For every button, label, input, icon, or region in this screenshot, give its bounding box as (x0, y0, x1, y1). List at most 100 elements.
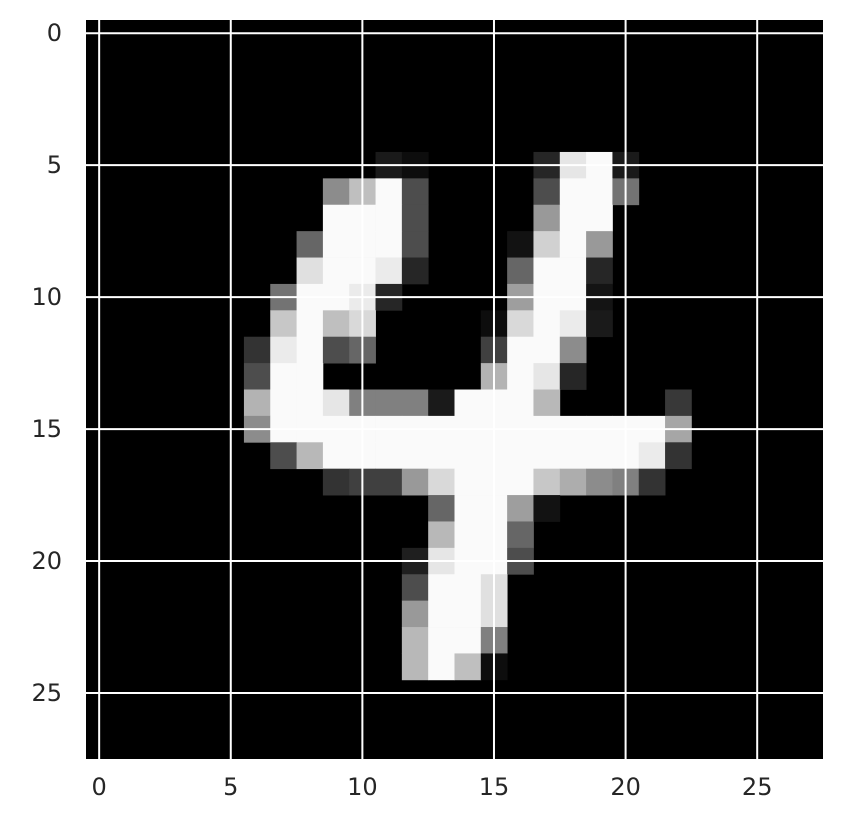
image-pixel (454, 653, 482, 681)
image-pixel (322, 468, 350, 496)
image-pixel (428, 600, 455, 628)
image-pixel (322, 336, 350, 364)
image-pixel (270, 389, 297, 417)
image-pixel (322, 204, 350, 232)
image-pixel (533, 389, 561, 417)
image-pixel (401, 468, 429, 496)
image-pixel (586, 204, 613, 232)
image-pixel (586, 257, 613, 285)
y-tick-label: 20 (31, 547, 62, 575)
image-pixel (665, 442, 692, 470)
image-pixel (507, 521, 534, 549)
image-pixel (507, 310, 534, 338)
y-tick-label: 10 (31, 283, 62, 311)
image-pixel (296, 310, 324, 338)
image-pixel (454, 389, 482, 417)
image-pixel (454, 574, 482, 602)
image-pixel (559, 231, 587, 258)
image-pixel (559, 178, 587, 206)
image-pixel (270, 310, 297, 338)
x-tick-label: 20 (610, 773, 641, 801)
image-pixel (401, 231, 429, 258)
image-pixel (454, 600, 482, 628)
x-tick-label: 10 (347, 773, 378, 801)
image-pixel (533, 495, 561, 522)
image-pixel (322, 310, 350, 338)
image-pixel (401, 627, 429, 654)
image-pixel (507, 495, 534, 522)
image-pixel (296, 389, 324, 417)
image-pixel (375, 204, 403, 232)
image-pixel (638, 468, 666, 496)
image-pixel (270, 336, 297, 364)
image-pixel (454, 442, 482, 470)
image-pixel (533, 204, 561, 232)
y-tick-label: 25 (31, 679, 62, 707)
image-pixel (322, 389, 350, 417)
image-pixel (428, 389, 455, 417)
image-pixel (428, 495, 455, 522)
image-pixel (375, 389, 403, 417)
image-pixel (586, 231, 613, 258)
image-pixel (586, 442, 613, 470)
image-pixel (665, 389, 692, 417)
image-pixel (507, 257, 534, 285)
image-pixel (454, 627, 482, 654)
image-pixel (454, 468, 482, 496)
image-pixel (401, 653, 429, 681)
image-pixel (507, 231, 534, 258)
image-pixel (507, 442, 534, 470)
image-pixel (296, 257, 324, 285)
image-pixel (559, 336, 587, 364)
image-pixel (586, 178, 613, 206)
image-pixel (428, 627, 455, 654)
image-pixel (533, 336, 561, 364)
x-tick-label: 25 (742, 773, 773, 801)
image-pixel (296, 336, 324, 364)
image-pixel (401, 574, 429, 602)
image-pixel (533, 231, 561, 258)
image-pixel (559, 468, 587, 496)
image-pixel (401, 442, 429, 470)
image-pixel (559, 310, 587, 338)
image-pixel (638, 442, 666, 470)
image-pixel (586, 468, 613, 496)
image-pixel (454, 521, 482, 549)
image-pixel (296, 231, 324, 258)
image-pixel (533, 442, 561, 470)
image-pixel (507, 336, 534, 364)
x-tick-label: 15 (479, 773, 510, 801)
grid-lines (86, 20, 823, 759)
image-pixel (428, 574, 455, 602)
image-pixel (559, 204, 587, 232)
y-tick-label: 15 (31, 415, 62, 443)
image-pixel (507, 468, 534, 496)
image-pixel (243, 363, 271, 390)
y-tick-label: 0 (47, 19, 62, 47)
image-pixel (401, 257, 429, 285)
image-pixel (243, 389, 271, 417)
image-pixel (322, 231, 350, 258)
image-pixel (322, 257, 350, 285)
image-pixel (322, 178, 350, 206)
image-pixel (401, 204, 429, 232)
image-pixel (428, 653, 455, 681)
y-tick-label: 5 (47, 151, 62, 179)
image-pixel (586, 310, 613, 338)
image-pixel (533, 468, 561, 496)
image-pixel (533, 363, 561, 390)
image-pixel (375, 231, 403, 258)
image-pixel (507, 389, 534, 417)
image-pixel (375, 178, 403, 206)
image-pixel (401, 178, 429, 206)
image-pixel (454, 495, 482, 522)
image-pixel (296, 442, 324, 470)
image-pixel (559, 363, 587, 390)
image-pixel (428, 468, 455, 496)
x-tick-label: 5 (223, 773, 238, 801)
image-pixel (401, 389, 429, 417)
image-pixel (375, 442, 403, 470)
image-pixel (533, 257, 561, 285)
x-tick-label: 0 (92, 773, 107, 801)
